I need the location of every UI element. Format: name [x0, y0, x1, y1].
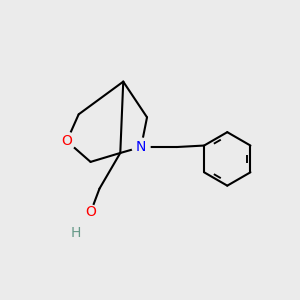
Text: O: O [61, 134, 72, 148]
Circle shape [83, 205, 98, 220]
Text: O: O [85, 206, 96, 219]
Text: N: N [136, 140, 146, 154]
Text: H: H [70, 226, 81, 240]
Circle shape [58, 132, 76, 150]
Circle shape [132, 138, 150, 156]
Circle shape [68, 226, 83, 241]
